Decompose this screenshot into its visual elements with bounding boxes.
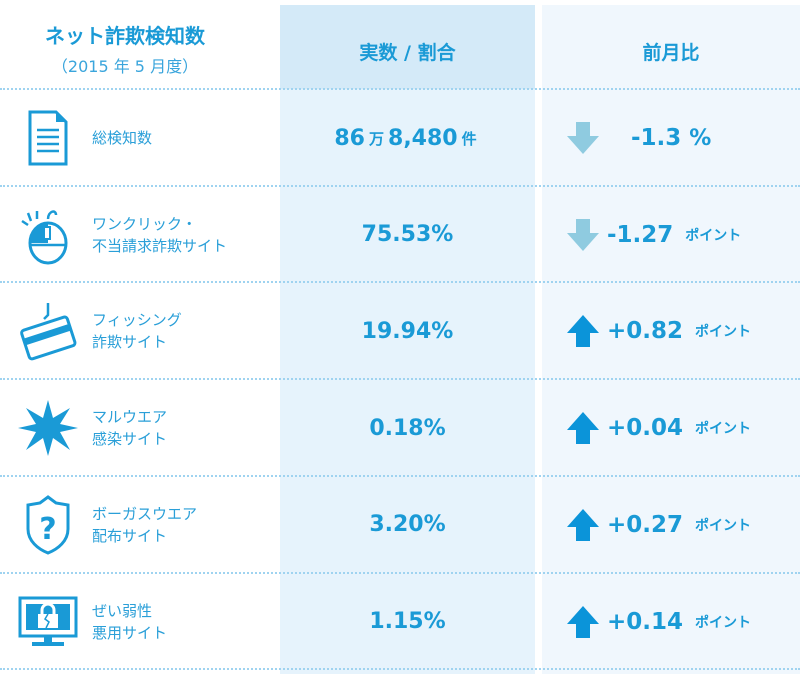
malware-burst-icon (18, 398, 78, 458)
value-text: 75.53% (361, 222, 454, 248)
arrow-up-icon (565, 313, 607, 349)
change-value: +0.14 (607, 608, 684, 635)
row-value: 3.20% (280, 477, 535, 573)
row-change: -1.27 ポイント (565, 187, 741, 283)
value-text: 3.20% (369, 512, 446, 538)
table-row: ワンクリック・不当請求詐欺サイト 75.53% -1.27 ポイント (0, 184, 800, 283)
row-value: 75.53% (280, 187, 535, 283)
value-unit: 万 (369, 129, 385, 148)
change-unit: % (689, 125, 712, 151)
row-label: フィッシング 詐欺サイト (92, 283, 182, 379)
row-change: +0.04 ポイント (565, 380, 751, 476)
table-row: フィッシング 詐欺サイト 19.94% +0.82 ポイント (0, 281, 800, 379)
change-unit: ポイント (695, 421, 752, 438)
row-label: 総検知数 (92, 90, 152, 186)
mouse-icon (18, 205, 78, 265)
monitor-broken-lock-icon (18, 592, 78, 652)
document-icon (18, 108, 78, 168)
label-line1: マルウエア (92, 408, 168, 427)
arrow-up-icon (565, 604, 607, 640)
label-line2: 悪用サイト (92, 623, 168, 642)
label-line1: 総検知数 (92, 129, 153, 147)
label-line2: 詐欺サイト (92, 333, 168, 352)
change-value: -1.27 (607, 221, 674, 248)
table-row: ぜい弱性悪用サイト 1.15% +0.14 ポイント (0, 571, 800, 670)
label-line1: フィッシング (92, 311, 182, 330)
table-title: ネット詐欺検知数 （2015 年 5 月度） (0, 20, 250, 77)
value-column-header-bg (280, 5, 535, 89)
value-unit: 件 (461, 129, 477, 148)
table-row: ? ボーガスウエア 配布サイト 3.20% +0.27 ポイント (0, 474, 800, 573)
arrow-up-icon (565, 507, 607, 543)
row-label: マルウエア感染サイト (92, 380, 167, 476)
arrow-down-icon (565, 217, 607, 253)
divider (0, 668, 800, 670)
label-line1: ぜい弱性 (92, 601, 153, 620)
phishing-card-icon (18, 301, 78, 361)
value-text: 1.15% (369, 609, 446, 634)
change-value: +0.27 (607, 511, 684, 538)
change-value: +0.82 (607, 318, 684, 345)
row-label: ぜい弱性 悪用サイト (92, 574, 167, 670)
header-change: 前月比 (642, 42, 700, 64)
value-number: 86 (334, 125, 365, 151)
change-unit: ポイント (695, 614, 752, 631)
row-change: -1.3% (565, 90, 711, 186)
change-unit: ポイント (685, 227, 742, 244)
table-row: 総検知数 86 万 8,480 件 -1.3% (0, 88, 800, 186)
row-change: +0.82 ポイント (565, 283, 751, 379)
label-line2: 不当請求詐欺サイト (92, 236, 228, 255)
row-label: ボーガスウエア 配布サイト (92, 477, 197, 573)
title-text: ネット詐欺検知数 (45, 24, 205, 48)
svg-text:?: ? (39, 512, 56, 547)
value-text: 19.94% (361, 318, 454, 344)
row-change: +0.14 ポイント (565, 574, 751, 670)
label-line2: 配布サイト (92, 526, 168, 545)
label-line2: 感染サイト (92, 430, 168, 449)
row-value: 1.15% (280, 574, 535, 670)
arrow-up-icon (565, 410, 607, 446)
change-unit: ポイント (695, 324, 752, 341)
row-value: 19.94% (280, 283, 535, 379)
header-value: 実数 / 割合 (359, 42, 456, 64)
value-number: 8,480 (388, 125, 458, 151)
value-column-bg (280, 5, 535, 674)
title-period: （2015 年 5 月度） (51, 57, 199, 76)
row-change: +0.27 ポイント (565, 477, 751, 573)
change-value: +0.04 (607, 415, 684, 442)
label-line1: ボーガスウエア (92, 504, 198, 523)
table-row: マルウエア感染サイト 0.18% +0.04 ポイント (0, 378, 800, 476)
change-value: -1.3 (631, 125, 682, 151)
change-unit: ポイント (695, 517, 752, 534)
label-line1: ワンクリック・ (92, 214, 197, 233)
arrow-down-icon (565, 120, 631, 156)
row-value: 86 万 8,480 件 (280, 90, 535, 186)
shield-question-icon: ? (18, 494, 78, 555)
row-label: ワンクリック・不当請求詐欺サイト (92, 187, 227, 283)
row-value: 0.18% (280, 380, 535, 476)
value-text: 0.18% (369, 415, 446, 441)
